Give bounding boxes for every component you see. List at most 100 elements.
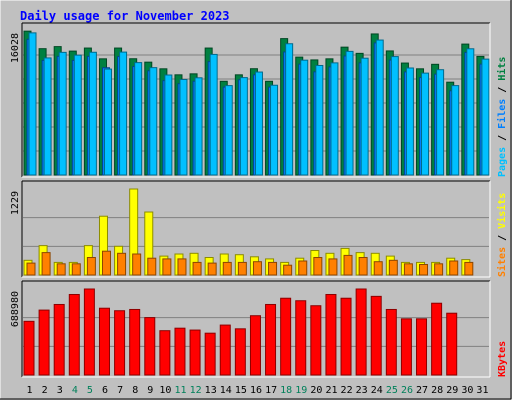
bar-sites-day-19 [298, 260, 308, 276]
bar-sites-day-30 [464, 261, 474, 276]
bar-kbytes-day-25 [385, 308, 397, 376]
bar-pages-day-15 [239, 77, 248, 176]
bar-kbytes-day-20 [310, 305, 322, 376]
day-label: 23 [356, 385, 368, 396]
bar-sites-day-9 [147, 257, 157, 276]
bar-pages-day-3 [58, 51, 67, 176]
bar-sites-day-1 [26, 262, 36, 276]
day-label: 20 [310, 385, 322, 396]
bar-sites-day-21 [328, 258, 338, 276]
bar-pages-day-17 [270, 84, 279, 176]
bar-kbytes-day-13 [204, 332, 216, 376]
day-label: 11 [174, 385, 186, 396]
bar-pages-day-22 [345, 50, 354, 176]
bar-kbytes-day-11 [174, 327, 186, 376]
bar-sites-day-28 [434, 263, 444, 276]
bar-sites-day-7 [117, 252, 127, 276]
bar-kbytes-day-10 [159, 330, 171, 376]
bar-pages-day-28 [436, 69, 445, 176]
bar-pages-day-12 [194, 77, 203, 176]
bar-pages-day-19 [300, 59, 309, 176]
legend-item: Hits [496, 57, 508, 81]
day-label: 30 [461, 385, 473, 396]
panel-middle-legend: Sites / Visits [496, 193, 508, 277]
bar-kbytes-day-16 [249, 315, 261, 376]
day-label: 15 [235, 385, 247, 396]
bar-sites-day-12 [192, 261, 202, 276]
bar-sites-day-18 [283, 264, 293, 276]
bar-sites-day-17 [268, 261, 278, 276]
day-label: 19 [295, 385, 307, 396]
bar-kbytes-day-1 [23, 320, 35, 376]
bar-sites-day-26 [403, 263, 413, 276]
bar-kbytes-day-21 [325, 293, 337, 376]
legend-item: Files [496, 99, 508, 129]
day-label: 28 [431, 385, 443, 396]
bar-kbytes-day-14 [219, 324, 231, 376]
panel-middle: 1229 Sites / Visits [10, 180, 508, 278]
panel-bottom: 688980 KBytes [10, 280, 508, 378]
panel-top-max-label: 16028 [10, 33, 21, 63]
bar-pages-day-9 [149, 67, 158, 176]
bar-sites-day-5 [86, 257, 96, 276]
bar-kbytes-day-5 [83, 288, 95, 376]
bar-kbytes-day-24 [370, 295, 382, 376]
day-label: 21 [325, 385, 337, 396]
bar-sites-day-15 [237, 261, 247, 276]
bar-kbytes-day-15 [234, 328, 246, 376]
bar-kbytes-day-6 [98, 307, 110, 376]
day-label: 5 [87, 385, 93, 396]
day-label: 8 [132, 385, 138, 396]
legend-item: Sites [496, 247, 508, 277]
day-label: 18 [280, 385, 292, 396]
bar-kbytes-day-19 [295, 300, 307, 376]
bar-kbytes-day-2 [38, 309, 50, 376]
day-label: 1 [27, 385, 33, 396]
bar-sites-day-3 [56, 263, 66, 276]
day-label: 3 [57, 385, 63, 396]
bar-pages-day-11 [179, 78, 188, 176]
bar-pages-day-30 [466, 48, 475, 176]
bar-kbytes-day-29 [446, 312, 458, 376]
panel-middle-max-label: 1229 [10, 191, 21, 215]
day-label: 16 [250, 385, 262, 396]
bar-pages-day-13 [209, 53, 218, 176]
day-label: 7 [117, 385, 123, 396]
day-label: 14 [220, 385, 232, 396]
bar-kbytes-day-17 [265, 303, 277, 376]
bar-kbytes-day-4 [68, 293, 80, 376]
bar-kbytes-day-28 [431, 302, 443, 376]
bar-pages-day-23 [360, 57, 369, 176]
bar-kbytes-day-22 [340, 297, 352, 376]
day-label: 4 [72, 385, 78, 396]
bar-pages-day-29 [451, 85, 460, 176]
chart-title: Daily usage for November 2023 [20, 9, 230, 23]
day-label: 25 [386, 385, 398, 396]
day-label: 10 [159, 385, 171, 396]
bar-sites-day-20 [313, 257, 323, 276]
day-label: 29 [446, 385, 458, 396]
bar-sites-day-23 [358, 257, 368, 276]
bar-pages-day-10 [164, 74, 173, 176]
bar-kbytes-day-7 [114, 310, 126, 376]
day-label: 13 [205, 385, 217, 396]
bar-pages-day-31 [481, 58, 490, 176]
bar-sites-day-24 [373, 261, 383, 276]
bar-kbytes-day-23 [355, 288, 367, 376]
legend-item: Visits [496, 193, 508, 229]
bar-kbytes-day-27 [416, 318, 428, 376]
panel-bottom-max-label: 688980 [10, 291, 21, 327]
bar-sites-day-22 [343, 254, 353, 276]
day-label: 17 [265, 385, 277, 396]
panel-top-legend: Pages / Files / Hits [496, 57, 508, 177]
legend-item: KBytes [497, 341, 508, 377]
bar-pages-day-1 [28, 32, 37, 176]
day-label: 12 [190, 385, 202, 396]
bar-sites-day-8 [132, 253, 142, 276]
legend-item: Pages [497, 147, 508, 177]
bar-pages-day-18 [285, 43, 294, 176]
bar-pages-day-8 [134, 62, 143, 176]
bar-kbytes-day-18 [280, 297, 292, 376]
bar-pages-day-25 [390, 56, 399, 176]
